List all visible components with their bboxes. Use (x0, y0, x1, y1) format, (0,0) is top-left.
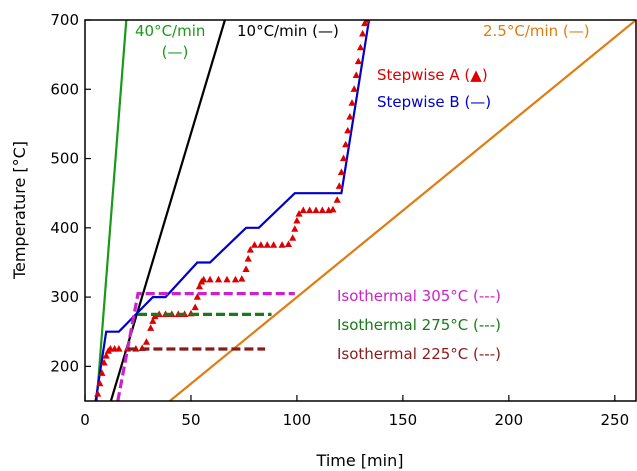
triangle-marker (263, 241, 271, 248)
triangle-marker (361, 20, 369, 27)
series-line (169, 20, 636, 401)
triangle-marker (342, 140, 350, 148)
series-line (116, 292, 295, 401)
annotation-label: 10°C/min (—) (237, 22, 339, 40)
annotation-label: Isothermal 275°C (---) (337, 316, 501, 334)
series-4 (94, 20, 371, 401)
triangle-marker (306, 206, 314, 214)
triangle-marker (149, 317, 157, 324)
triangle-marker (102, 351, 110, 359)
triangle-marker (356, 43, 365, 51)
triangle-marker (312, 206, 320, 214)
triangle-marker (337, 168, 346, 175)
triangle-marker (231, 275, 240, 283)
triangle-marker (291, 225, 299, 232)
triangle-marker (329, 205, 337, 213)
triangle-marker (94, 390, 102, 397)
annotation-label: Isothermal 225°C (---) (337, 345, 501, 363)
triangle-marker (346, 112, 354, 120)
triangle-marker (333, 196, 341, 203)
triangle-marker (200, 275, 208, 283)
series-1 (95, 20, 128, 401)
triangle-marker (350, 85, 358, 92)
annotation-label: (—) (162, 43, 189, 61)
x-tick-label: 150 (389, 411, 418, 429)
triangle-marker (250, 241, 259, 248)
annotation-label: Stepwise A (▲) (377, 66, 488, 84)
triangle-marker (214, 275, 223, 283)
triangle-marker (348, 99, 356, 106)
triangle-marker (147, 324, 155, 331)
triangle-marker (335, 182, 343, 189)
annotation-label: Stepwise B (—) (377, 93, 491, 111)
annotation-layer: 40°C/min (—) 10°C/min (—) 2.5°C/min (—) Step… (135, 22, 590, 363)
triangle-marker (100, 358, 108, 366)
ticks-layer: 0 50 100 150 200 250 200 300 400 500 600 700 (50, 11, 629, 429)
triangle-marker (284, 240, 293, 248)
y-tick-label: 400 (50, 219, 79, 237)
y-tick-label: 500 (50, 150, 79, 168)
triangle-marker (193, 293, 201, 300)
series-6 (116, 292, 295, 401)
x-tick-label: 200 (495, 411, 524, 429)
x-axis-label: Time [min] (316, 451, 404, 470)
triangle-marker (295, 209, 303, 217)
series-5 (94, 20, 371, 397)
triangle-marker (318, 206, 326, 214)
y-tick-label: 200 (50, 357, 79, 375)
triangle-marker (206, 275, 214, 283)
series-3 (169, 20, 636, 401)
triangle-marker (359, 29, 367, 37)
triangle-marker (244, 254, 252, 262)
triangle-marker (191, 303, 199, 311)
triangle-marker (223, 275, 231, 283)
x-tick-label: 100 (283, 411, 312, 429)
triangle-marker (98, 369, 106, 376)
series-2 (109, 20, 226, 401)
triangle-marker (352, 71, 360, 79)
triangle-marker (115, 345, 123, 352)
series-line (109, 20, 226, 401)
annotation-label: 40°C/min (135, 22, 205, 40)
triangle-marker (270, 241, 278, 248)
triangle-marker (339, 154, 348, 162)
triangle-marker (299, 206, 307, 214)
triangle-marker (238, 275, 246, 282)
triangle-marker (96, 379, 104, 387)
x-tick-label: 50 (181, 411, 200, 429)
triangle-marker (142, 338, 151, 345)
y-tick-label: 300 (50, 288, 79, 306)
y-tick-label: 600 (50, 80, 79, 98)
series-layer (94, 20, 636, 401)
triangle-marker (246, 245, 254, 253)
x-tick-label: 250 (600, 411, 629, 429)
triangle-marker (257, 241, 265, 248)
triangle-marker (195, 282, 204, 290)
series-line (94, 20, 371, 401)
triangle-marker (278, 241, 286, 248)
annotation-label: Isothermal 305°C (---) (337, 287, 501, 305)
triangle-marker (344, 126, 352, 134)
y-axis-label: Temperature [°C] (10, 141, 29, 280)
triangle-marker (354, 57, 362, 65)
y-tick-label: 700 (50, 11, 79, 29)
triangle-marker (242, 265, 250, 272)
triangle-marker (293, 216, 301, 224)
plot-frame (84, 19, 637, 402)
x-tick-label: 0 (80, 411, 90, 429)
series-line (95, 20, 128, 401)
triangle-marker (289, 234, 297, 241)
annotation-label: 2.5°C/min (—) (483, 22, 590, 40)
